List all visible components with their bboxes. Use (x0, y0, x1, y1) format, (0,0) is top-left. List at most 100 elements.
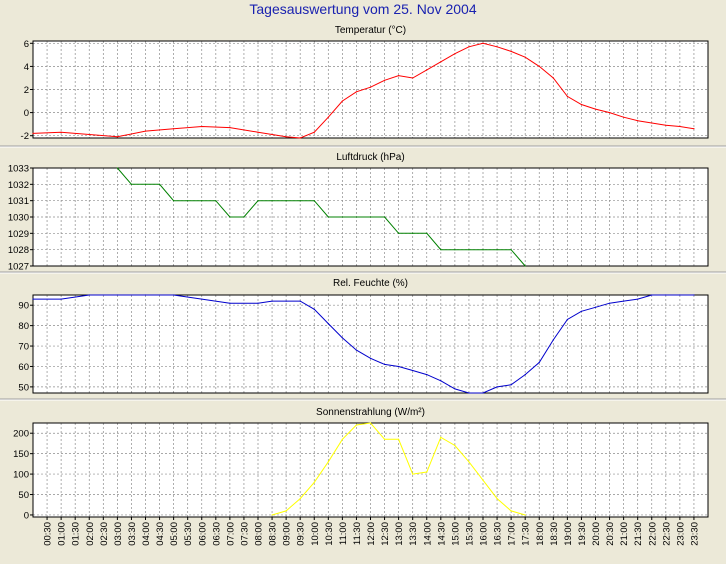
x-tick-label: 14:30 (436, 522, 447, 546)
series-line (32, 42, 694, 139)
data-point (257, 131, 259, 133)
data-point (285, 136, 287, 138)
y-tick-label: 1032 (8, 180, 29, 191)
data-point (665, 294, 667, 296)
chart-4: Sonnenstrahlung (W/m²) 0 50 100 150 200 (13, 407, 709, 521)
chart-2: Luftdruck (hPa) 1027 1028 1029 1030 1031 1032 1… (0, 152, 726, 274)
chart-title: Luftdruck (hPa) (336, 152, 404, 163)
data-point (355, 91, 358, 93)
x-tick-label: 05:30 (183, 522, 194, 546)
data-point (116, 136, 118, 138)
y-tick-label: 6 (24, 39, 29, 50)
y-tick-label: 1029 (8, 229, 29, 240)
data-point (510, 50, 512, 52)
data-point (496, 498, 498, 500)
data-point (173, 294, 175, 296)
x-tick-label: 17:00 (507, 522, 518, 546)
data-point (412, 77, 414, 79)
data-point (313, 131, 315, 133)
data-point (187, 200, 189, 202)
y-tick-label: -2 (21, 131, 29, 142)
data-point (369, 86, 372, 88)
data-point (594, 108, 597, 110)
chart-1: Temperatur (°C) -2 0 2 4 6 (0, 25, 726, 148)
data-point (510, 384, 512, 386)
data-point (440, 249, 442, 251)
data-point (355, 349, 358, 351)
data-point (440, 436, 442, 438)
plot-area (33, 423, 708, 517)
x-tick-label: 09:00 (282, 522, 293, 546)
data-point (299, 498, 301, 500)
x-tick-label: 07:00 (225, 522, 236, 546)
data-point (313, 308, 315, 310)
y-tick-label: 0 (24, 510, 29, 521)
data-point (201, 298, 203, 300)
data-point (32, 132, 34, 134)
y-tick-label: 1028 (8, 245, 29, 256)
data-point (60, 298, 62, 300)
data-point (496, 249, 498, 251)
data-point (313, 200, 315, 202)
x-tick-label: 01:30 (71, 522, 82, 546)
data-point (271, 133, 273, 136)
y-tick-label: 60 (18, 362, 29, 373)
chart-title: Rel. Feuchte (%) (333, 278, 408, 289)
data-point (468, 392, 470, 394)
data-point (201, 125, 203, 128)
x-tick-label: 22:00 (647, 522, 658, 546)
chart-title: Sonnenstrahlung (W/m²) (316, 407, 425, 418)
x-tick-label: 11:30 (352, 522, 363, 545)
data-point (552, 77, 554, 79)
data-point (327, 461, 329, 463)
x-tick-label: 21:30 (633, 522, 644, 546)
x-tick-label: 04:00 (141, 522, 152, 546)
x-tick-label: 03:00 (113, 522, 124, 546)
data-point (693, 128, 695, 130)
data-point (341, 100, 343, 102)
data-point (426, 471, 428, 473)
plot-frame (32, 167, 709, 267)
y-tick-label: 80 (18, 321, 29, 332)
data-point (243, 216, 245, 218)
data-point (510, 510, 512, 512)
data-point (580, 103, 583, 106)
y-tick-label: 4 (24, 62, 29, 73)
x-tick-label: 02:00 (85, 522, 96, 546)
data-point (398, 75, 400, 77)
x-tick-label: 20:30 (605, 522, 616, 546)
x-tick-label: 09:30 (296, 522, 307, 546)
data-point (215, 200, 217, 202)
data-point (398, 438, 400, 440)
x-tick-label: 17:30 (521, 522, 532, 546)
plot-frame (32, 294, 709, 394)
plot-frame (32, 40, 709, 139)
data-point (524, 265, 526, 267)
x-tick-label: 12:30 (380, 522, 391, 546)
y-tick-label: 1033 (8, 164, 29, 175)
x-tick-label: 18:00 (535, 522, 546, 546)
data-point (229, 216, 231, 218)
data-point (524, 514, 526, 516)
data-point (383, 79, 386, 81)
x-tick-label: 01:00 (57, 522, 68, 546)
data-point (468, 249, 470, 251)
y-tick-label: 0 (24, 108, 29, 119)
x-tick-label: 18:30 (549, 522, 560, 546)
data-point (468, 46, 470, 48)
data-point (299, 300, 301, 302)
data-point (679, 125, 681, 128)
y-tick-label: 1027 (8, 262, 29, 273)
data-point (426, 69, 428, 71)
x-axis: 00:30 01:00 01:30 02:00 02:30 03:00 03:30 04:00… (43, 517, 700, 546)
data-point (88, 294, 90, 296)
x-tick-label: 05:00 (169, 522, 180, 546)
x-tick-label: 15:00 (450, 522, 461, 546)
series-line (33, 294, 694, 394)
data-point (60, 131, 62, 133)
x-tick-label: 06:00 (197, 522, 208, 546)
data-point (608, 302, 611, 304)
x-tick-label: 14:00 (422, 522, 433, 546)
data-point (679, 294, 681, 296)
